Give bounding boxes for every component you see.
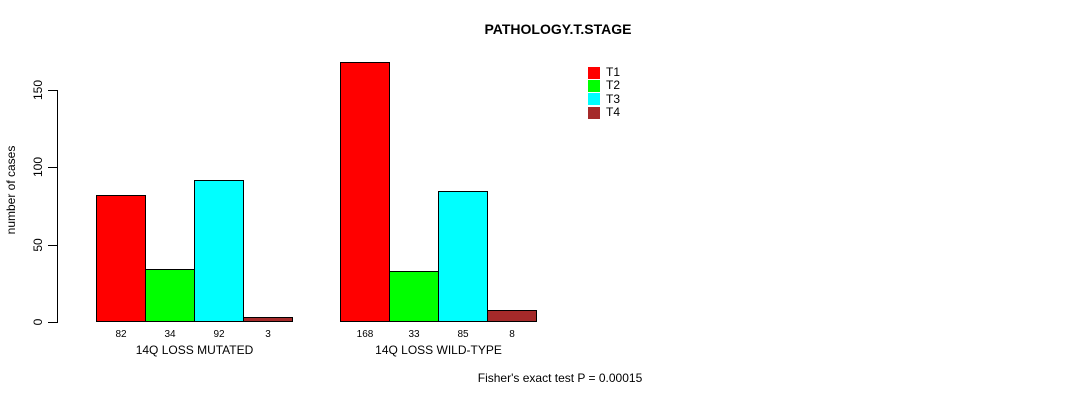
legend-item-t2: T2 bbox=[588, 79, 620, 92]
bar-value-label: 92 bbox=[213, 329, 225, 340]
bar-value-label: 3 bbox=[265, 329, 271, 340]
bar-value-label: 85 bbox=[457, 329, 469, 340]
legend: T1 T2 T3 T4 bbox=[588, 66, 620, 119]
y-tick bbox=[48, 322, 57, 323]
legend-item-t4: T4 bbox=[588, 106, 620, 119]
group-label: 14Q LOSS MUTATED bbox=[135, 343, 254, 357]
legend-item-t1: T1 bbox=[588, 66, 620, 79]
bar-value-label: 168 bbox=[356, 329, 374, 340]
group-label: 14Q LOSS WILD-TYPE bbox=[375, 343, 502, 357]
bar-t3-group2 bbox=[438, 191, 488, 322]
bar-t4-group1 bbox=[243, 317, 293, 322]
legend-label: T1 bbox=[606, 65, 621, 80]
legend-label: T3 bbox=[606, 91, 621, 106]
chart-title: PATHOLOGY.T.STAGE bbox=[484, 21, 632, 37]
legend-item-t3: T3 bbox=[588, 91, 621, 106]
y-tick-label: 50 bbox=[31, 238, 45, 252]
legend-swatch-t1 bbox=[588, 66, 600, 79]
y-tick-label: 100 bbox=[31, 156, 45, 178]
y-tick bbox=[48, 245, 57, 246]
bar-value-label: 82 bbox=[115, 329, 127, 340]
legend-label: T2 bbox=[606, 78, 621, 93]
y-tick bbox=[48, 167, 57, 168]
bar-t1-group1 bbox=[96, 195, 146, 322]
bar-value-label: 34 bbox=[164, 329, 176, 340]
legend-label: T4 bbox=[606, 105, 621, 120]
bar-t1-group2 bbox=[340, 62, 390, 322]
footnote-pvalue: Fisher's exact test P = 0.00015 bbox=[477, 371, 643, 385]
legend-swatch-t4 bbox=[588, 106, 600, 119]
bar-t2-group2 bbox=[389, 271, 439, 322]
y-tick-label: 0 bbox=[31, 318, 45, 326]
y-tick bbox=[48, 90, 57, 91]
y-tick-label: 150 bbox=[31, 79, 45, 101]
bar-t4-group2 bbox=[487, 310, 537, 322]
bar-value-label: 33 bbox=[408, 329, 420, 340]
y-axis-line bbox=[57, 90, 58, 323]
legend-swatch-t2 bbox=[588, 79, 600, 92]
bar-value-label: 8 bbox=[509, 329, 515, 340]
bar-t2-group1 bbox=[145, 269, 195, 322]
bar-t3-group1 bbox=[194, 180, 244, 322]
legend-swatch-t3 bbox=[588, 93, 600, 106]
